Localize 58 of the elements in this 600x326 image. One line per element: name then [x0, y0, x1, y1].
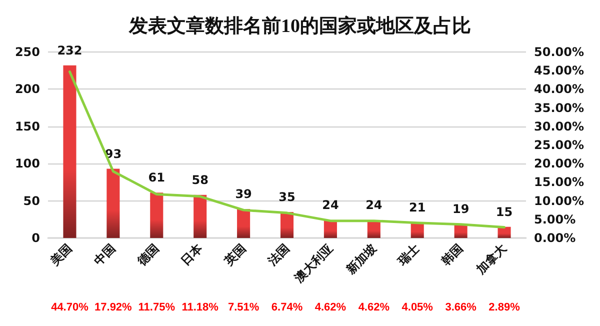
- x-tick-label: 中国: [91, 241, 118, 268]
- data-label: 11.18%: [182, 302, 219, 314]
- bar: [150, 192, 164, 238]
- x-tick-label: 新加坡: [342, 240, 380, 278]
- bar: [63, 65, 76, 238]
- data-label: 6.74%: [271, 302, 303, 314]
- data-label: 24: [366, 198, 382, 212]
- y-tick-label: 0: [32, 231, 40, 245]
- y-tick-label: 200: [14, 82, 40, 96]
- data-label: 232: [57, 43, 82, 58]
- x-tick-label: 德国: [134, 241, 162, 269]
- y-tick-label: 150: [14, 119, 40, 134]
- data-label: 17.92%: [94, 302, 132, 314]
- y2-tick-label: 30.00%: [534, 119, 584, 134]
- y2-tick-label: 45.00%: [534, 64, 584, 78]
- x-tick-label: 日本: [178, 240, 206, 268]
- y2-tick-label: 50.00%: [534, 45, 584, 59]
- y2-tick-label: 0.00%: [534, 231, 576, 245]
- data-label: 4.62%: [314, 302, 346, 314]
- bar: [237, 208, 250, 238]
- y2-tick-label: 10.00%: [534, 194, 584, 208]
- data-label: 58: [192, 172, 208, 187]
- data-label: 3.66%: [445, 302, 477, 314]
- bar: [324, 220, 337, 238]
- x-tick-label: 英国: [220, 241, 248, 269]
- data-label: 4.62%: [358, 302, 390, 314]
- y2-tick-label: 15.00%: [534, 175, 584, 190]
- y2-tick-label: 5.00%: [534, 212, 576, 226]
- data-label: 39: [235, 186, 252, 201]
- data-label: 61: [148, 170, 165, 185]
- y-tick-label: 100: [14, 156, 40, 171]
- bar: [280, 212, 294, 238]
- y2-tick-label: 40.00%: [534, 82, 584, 96]
- y2-tick-label: 35.00%: [534, 100, 584, 115]
- x-tick-label: 美国: [47, 241, 75, 269]
- data-label: 7.51%: [228, 302, 260, 314]
- chart-title: 发表文章数排名前10的国家或地区及占比: [128, 15, 471, 37]
- data-label: 11.75%: [138, 302, 176, 314]
- bar: [194, 194, 207, 238]
- data-label: 21: [409, 200, 426, 214]
- data-label: 19: [452, 202, 470, 216]
- bar: [106, 168, 120, 238]
- data-label: 2.89%: [488, 302, 520, 314]
- y-tick-label: 250: [14, 45, 40, 59]
- x-tick-label: 澳大利亚: [290, 241, 336, 286]
- y-tick-label: 50: [23, 194, 40, 208]
- bar: [498, 226, 511, 238]
- x-tick-label: 法国: [264, 241, 292, 269]
- data-label: 24: [322, 198, 339, 212]
- data-label: 4.05%: [402, 302, 434, 314]
- x-tick-label: 韩国: [438, 241, 466, 269]
- y2-tick-label: 25.00%: [534, 138, 584, 152]
- x-tick-label: 加拿大: [473, 240, 510, 278]
- data-label: 44.70%: [51, 302, 89, 314]
- y2-tick-label: 20.00%: [534, 156, 584, 171]
- x-tick-label: 瑞士: [394, 241, 422, 269]
- data-label: 15: [496, 204, 513, 219]
- data-label: 35: [278, 190, 296, 204]
